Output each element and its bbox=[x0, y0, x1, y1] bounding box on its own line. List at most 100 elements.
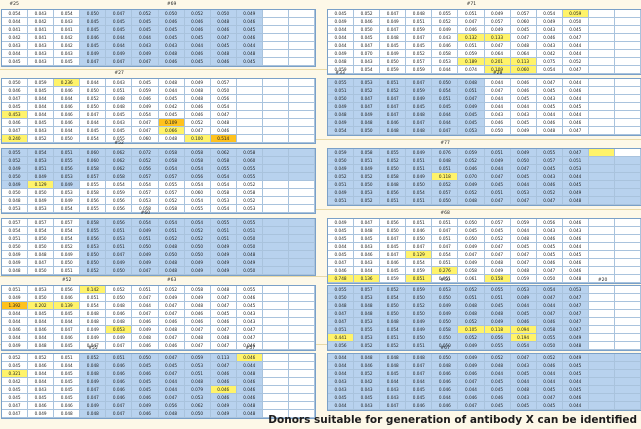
well-cell: 0.056 bbox=[380, 189, 407, 197]
well-cell: 0.055 bbox=[484, 342, 511, 350]
well-cell bbox=[588, 42, 615, 50]
well-cell: 0.045 bbox=[106, 18, 133, 26]
well-cell bbox=[262, 251, 289, 259]
well-cell: 0.047 bbox=[236, 326, 263, 334]
well-cell: 0.048 bbox=[458, 79, 485, 87]
well-cell: 0.048 bbox=[406, 111, 433, 119]
well-cell: 0.047 bbox=[406, 119, 433, 127]
well-cell bbox=[588, 95, 615, 103]
well-cell: 0.049 bbox=[80, 378, 107, 386]
well-cell bbox=[262, 34, 289, 42]
well-cell: 0.050 bbox=[406, 294, 433, 302]
well-cell bbox=[588, 235, 615, 243]
well-cell bbox=[288, 173, 315, 181]
well-cell: 0.050 bbox=[406, 235, 433, 243]
well-cell: 0.044 bbox=[54, 318, 81, 326]
well-cell: 0.051 bbox=[432, 219, 459, 227]
well-cell: 0.048 bbox=[406, 127, 433, 135]
well-cell: 0.054 bbox=[406, 259, 433, 267]
well-cell: 0.044 bbox=[510, 378, 537, 386]
well-cell: 0.045 bbox=[80, 18, 107, 26]
well-cell: 0.049 bbox=[28, 173, 55, 181]
donor-label bbox=[27, 1, 53, 9]
donor-label bbox=[616, 277, 641, 285]
well-cell bbox=[262, 119, 289, 127]
well-cell: 0.049 bbox=[328, 103, 355, 111]
well-cell: 0.113 bbox=[510, 58, 537, 66]
well-cell: 0.059 bbox=[458, 50, 485, 58]
well-cell: 0.049 bbox=[354, 165, 381, 173]
well-cell: 0.054 bbox=[184, 197, 211, 205]
well-cell: 0.059 bbox=[406, 66, 433, 74]
well-cell: 0.047 bbox=[80, 342, 107, 350]
well-cell: 0.049 bbox=[210, 251, 237, 259]
well-cell: 0.045 bbox=[210, 310, 237, 318]
well-cell: 0.059 bbox=[406, 286, 433, 294]
donor-label bbox=[563, 140, 589, 148]
well-cell: 0.049 bbox=[458, 103, 485, 111]
well-cell: 0.046 bbox=[236, 342, 263, 350]
well-cell: 0.045 bbox=[510, 310, 537, 318]
well-cell: 0.053 bbox=[210, 197, 237, 205]
donor-label bbox=[211, 70, 237, 78]
well-cell: 0.045 bbox=[328, 394, 355, 402]
well-cell: 0.046 bbox=[210, 318, 237, 326]
well-cell: 0.046 bbox=[458, 394, 485, 402]
well-cell: 0.049 bbox=[2, 181, 29, 189]
well-cell: 0.053 bbox=[236, 205, 263, 213]
well-cell: 0.059 bbox=[406, 87, 433, 95]
donor-label bbox=[380, 277, 406, 285]
well-cell: 0.062 bbox=[106, 149, 133, 157]
well-cell: 0.049 bbox=[328, 50, 355, 58]
well-cell: 0.052 bbox=[562, 58, 589, 66]
well-cell: 0.044 bbox=[562, 173, 589, 181]
well-cell: 0.045 bbox=[328, 10, 355, 18]
well-cell: 0.048 bbox=[510, 386, 537, 394]
well-cell: 0.050 bbox=[510, 157, 537, 165]
well-cell: 0.047 bbox=[54, 326, 81, 334]
well-cell: 0.052 bbox=[458, 318, 485, 326]
conclusion-caption: Donors suitable for generation of antibo… bbox=[268, 414, 637, 426]
well-cell bbox=[288, 386, 315, 394]
well-cell bbox=[614, 259, 641, 267]
well-cell bbox=[588, 259, 615, 267]
well-cell bbox=[288, 318, 315, 326]
well-cell bbox=[262, 302, 289, 310]
well-cell bbox=[614, 318, 641, 326]
donor-label bbox=[563, 345, 589, 353]
donor-label: #77 bbox=[440, 141, 450, 146]
well-cell: 0.054 bbox=[54, 235, 81, 243]
well-cell: 0.043 bbox=[28, 42, 55, 50]
well-cell: 0.054 bbox=[406, 189, 433, 197]
well-cell: 0.045 bbox=[2, 103, 29, 111]
well-cell: 0.052 bbox=[354, 342, 381, 350]
donor-label bbox=[264, 70, 290, 78]
well-cell: 0.047 bbox=[210, 342, 237, 350]
donor-label bbox=[511, 345, 537, 353]
donor-label: #60 bbox=[140, 211, 151, 216]
well-cell: 0.202 bbox=[28, 302, 55, 310]
well-cell: 0.048 bbox=[184, 334, 211, 342]
well-cell: 0.056 bbox=[80, 235, 107, 243]
well-cell: 0.047 bbox=[132, 294, 159, 302]
well-cell: 0.045 bbox=[562, 251, 589, 259]
well-cell: 0.044 bbox=[432, 394, 459, 402]
well-cell: 0.056 bbox=[106, 197, 133, 205]
donor-label bbox=[185, 1, 211, 9]
well-cell bbox=[588, 157, 615, 165]
well-cell: 0.047 bbox=[2, 95, 29, 103]
well-cell: 0.054 bbox=[132, 219, 159, 227]
well-cell: 0.044 bbox=[236, 362, 263, 370]
well-cell: 0.046 bbox=[210, 127, 237, 135]
plate-8: #68 0.049 0.047 0.056 0.051 0.051 0.050 0.057 0.… bbox=[327, 210, 641, 284]
well-cell bbox=[288, 402, 315, 410]
well-cell: 0.048 bbox=[510, 42, 537, 50]
well-cell: 0.045 bbox=[132, 386, 159, 394]
well-cell: 0.049 bbox=[406, 149, 433, 157]
well-cell: 0.048 bbox=[210, 18, 237, 26]
well-cell: 0.043 bbox=[28, 58, 55, 66]
donor-label bbox=[159, 210, 185, 218]
donor-label: #52 bbox=[61, 278, 72, 283]
donor-label: #63 bbox=[166, 278, 177, 283]
well-cell: 0.050 bbox=[236, 235, 263, 243]
